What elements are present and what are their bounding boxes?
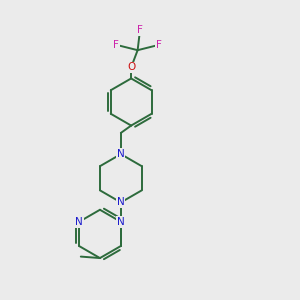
Text: N: N [117,217,125,227]
Text: N: N [75,217,83,227]
Text: F: F [137,25,143,35]
Text: N: N [117,197,125,207]
Text: N: N [117,149,125,159]
Text: F: F [156,40,162,50]
Text: F: F [113,40,119,50]
Text: O: O [127,62,135,72]
